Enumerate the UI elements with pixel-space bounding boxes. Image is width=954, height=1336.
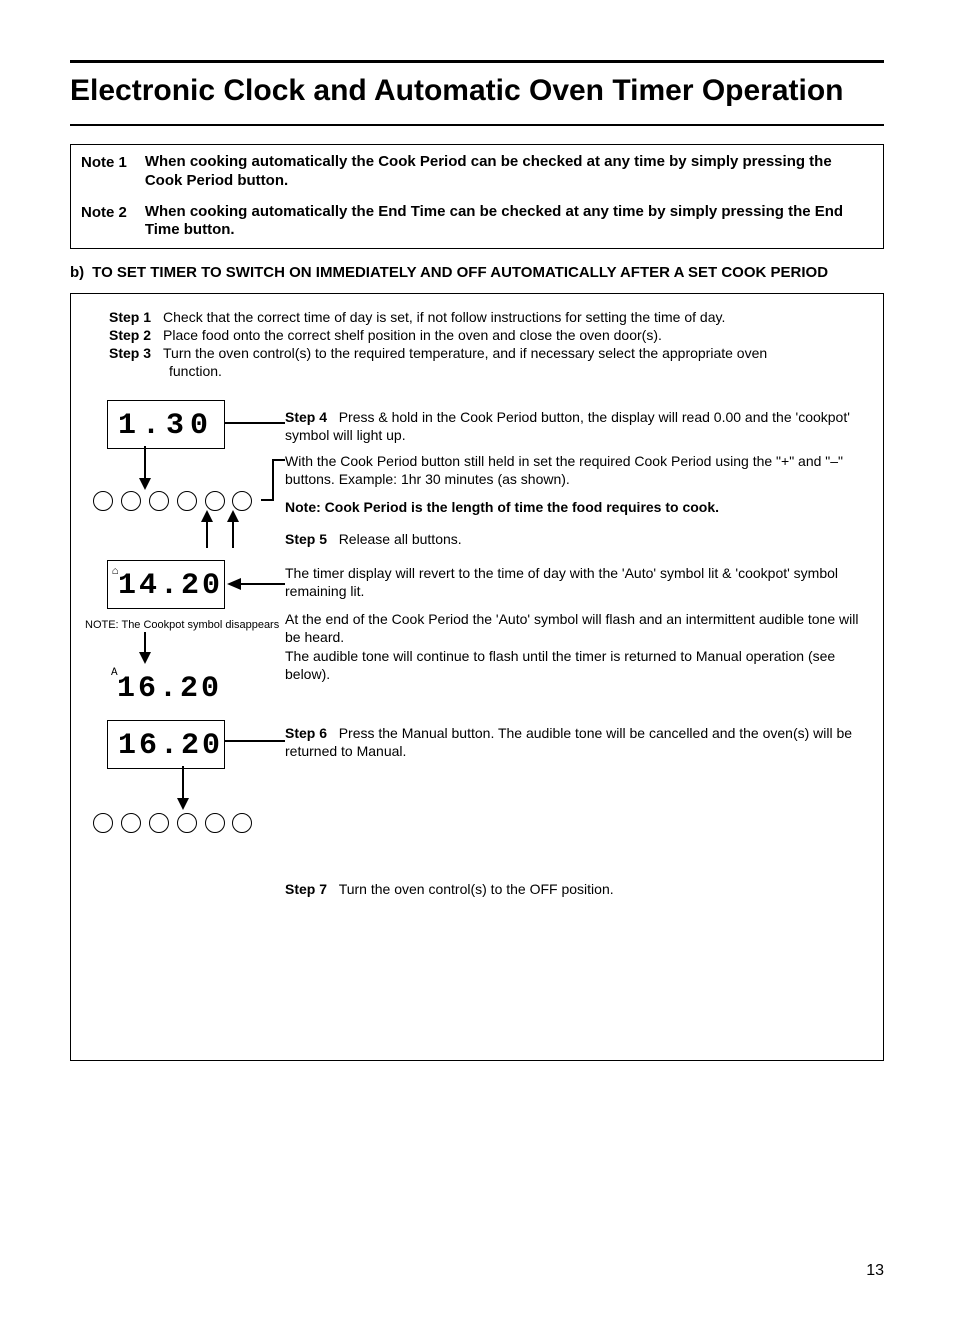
callout-line-step6: [225, 736, 285, 746]
arrows-plus-minus: [195, 510, 255, 550]
auto-symbol-2: A: [111, 666, 120, 680]
step-3-text-b: function.: [169, 362, 869, 380]
arrow-to-display2: [227, 578, 285, 590]
page-title: Electronic Clock and Automatic Oven Time…: [70, 71, 884, 110]
step-4-extra: With the Cook Period button still held i…: [285, 452, 865, 488]
display-2-value: 14.20: [118, 569, 223, 603]
display-3: A 16.20: [107, 664, 225, 711]
notes-box: Note 1 When cooking automatically the Co…: [70, 144, 884, 249]
timer-button-b1: [93, 813, 113, 833]
timer-button-2: [121, 491, 141, 511]
note-2-row: Note 2 When cooking automatically the En…: [81, 203, 873, 241]
section-letter: b): [70, 263, 84, 283]
step-5-extra2a: At the end of the Cook Period the 'Auto'…: [285, 611, 858, 645]
timer-button-b3: [149, 813, 169, 833]
main-instruction-box: Step 1 Check that the correct time of da…: [70, 293, 884, 1062]
step-5-extra2: At the end of the Cook Period the 'Auto'…: [285, 610, 865, 683]
step-1-label: Step 1: [109, 308, 151, 326]
page-number: 13: [70, 1261, 884, 1282]
note-2-label: Note 2: [81, 203, 127, 241]
timer-button-b6: [232, 813, 252, 833]
timer-button-5: [205, 491, 225, 511]
step-4-block: Step 4 Press & hold in the Cook Period b…: [285, 408, 865, 444]
step-6-label: Step 6: [285, 725, 327, 741]
cookpot-note: NOTE: The Cookpot symbol disappears: [85, 618, 285, 632]
top-rule: [70, 60, 884, 63]
button-row-2: [93, 812, 256, 832]
arrow-cookpot-down: [135, 632, 155, 664]
arrow-display1-down: [135, 446, 155, 490]
timer-button-4: [177, 491, 197, 511]
timer-button-6: [232, 491, 252, 511]
auto-symbol-1: ⌂: [112, 565, 121, 579]
step-6-block: Step 6 Press the Manual button. The audi…: [285, 724, 865, 760]
step-7-label: Step 7: [285, 881, 327, 897]
display-4: 16.20: [107, 720, 225, 769]
step-7-text: Turn the oven control(s) to the OFF posi…: [339, 881, 614, 897]
sub-rule: [70, 124, 884, 126]
step-2-text: Place food onto the correct shelf positi…: [163, 326, 662, 344]
display-4-value: 16.20: [118, 729, 223, 763]
step-5-extra1: The timer display will revert to the tim…: [285, 564, 865, 600]
note-1-label: Note 1: [81, 153, 127, 191]
step-1-row: Step 1 Check that the correct time of da…: [109, 308, 869, 326]
section-heading-text: TO SET TIMER TO SWITCH ON IMMEDIATELY AN…: [92, 263, 828, 283]
display-1: 1.30: [107, 400, 225, 449]
timer-button-1: [93, 491, 113, 511]
step-3-text-a: Turn the oven control(s) to the required…: [163, 344, 767, 362]
timer-button-3: [149, 491, 169, 511]
step-4-note: Note: Cook Period is the length of time …: [285, 498, 865, 516]
step-1-text: Check that the correct time of day is se…: [163, 308, 725, 326]
step-4-label: Step 4: [285, 409, 327, 425]
note-1-row: Note 1 When cooking automatically the Co…: [81, 153, 873, 191]
step-2-row: Step 2 Place food onto the correct shelf…: [109, 326, 869, 344]
step-5-text: Release all buttons.: [339, 531, 462, 547]
arrow-display4-down: [173, 766, 193, 810]
bracket-plus-minus: [261, 460, 285, 510]
step-5-extra2b: The audible tone will continue to flash …: [285, 648, 835, 682]
step-5-label: Step 5: [285, 531, 327, 547]
timer-button-b4: [177, 813, 197, 833]
timer-button-b2: [121, 813, 141, 833]
step-4-text: Press & hold in the Cook Period button, …: [285, 409, 850, 443]
display-3-value: 16.20: [117, 672, 222, 706]
note-1-text: When cooking automatically the Cook Peri…: [145, 153, 873, 191]
section-heading: b) TO SET TIMER TO SWITCH ON IMMEDIATELY…: [70, 263, 884, 283]
timer-button-b5: [205, 813, 225, 833]
step-2-label: Step 2: [109, 326, 151, 344]
step-3-label: Step 3: [109, 344, 151, 362]
callout-line-step4: [225, 418, 285, 428]
display-1-value: 1.30: [118, 409, 214, 443]
diagram-area: 1.30 Step 4 Press & hold: [85, 400, 869, 1040]
step-3-row: Step 3 Turn the oven control(s) to the r…: [109, 344, 869, 362]
step-5-block: Step 5 Release all buttons.: [285, 530, 865, 548]
display-2: ⌂ 14.20: [107, 560, 225, 609]
step-6-text: Press the Manual button. The audible ton…: [285, 725, 852, 759]
step-7-block: Step 7 Turn the oven control(s) to the O…: [285, 880, 865, 898]
note-2-text: When cooking automatically the End Time …: [145, 203, 873, 241]
steps-1-3: Step 1 Check that the correct time of da…: [109, 308, 869, 381]
button-row-1: [93, 490, 256, 510]
